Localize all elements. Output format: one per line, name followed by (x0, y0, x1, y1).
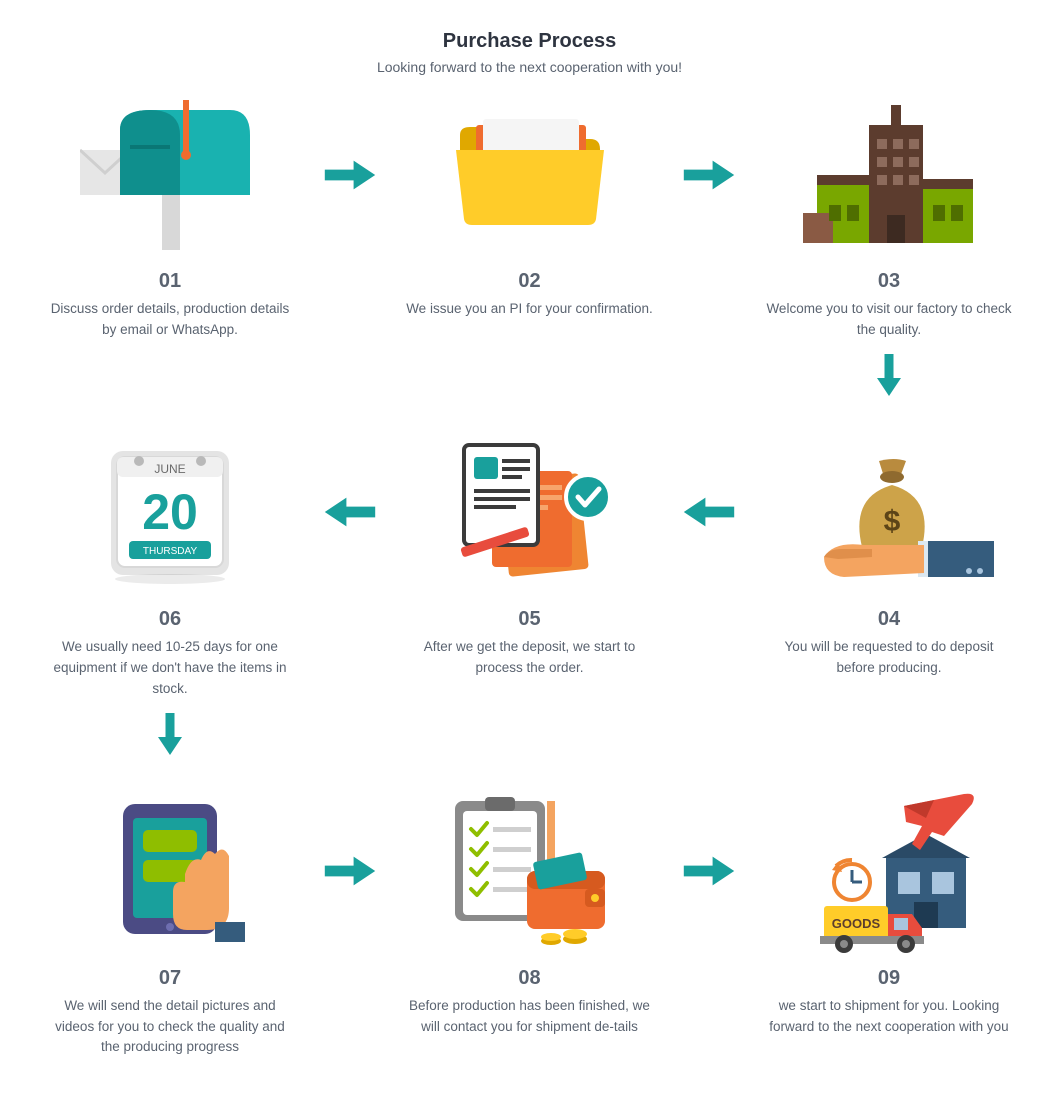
step-desc: We issue you an PI for your confirmation… (400, 299, 660, 320)
arrow-down-icon (152, 704, 188, 764)
step-number: 07 (40, 967, 300, 990)
arrow-down-icon (871, 345, 907, 405)
svg-text:20: 20 (142, 484, 198, 540)
payment-checklist-icon (435, 791, 625, 951)
step-03: 03 Welcome you to visit our factory to c… (759, 97, 1019, 341)
folder-icon (450, 115, 610, 235)
step-number: 08 (400, 967, 660, 990)
svg-text:JUNE: JUNE (154, 462, 185, 476)
arrow-right-icon (674, 97, 744, 252)
step-05: 05 After we get the deposit, we start to… (400, 435, 660, 679)
svg-text:GOODS: GOODS (832, 916, 881, 931)
step-number: 06 (40, 608, 300, 631)
svg-text:$: $ (884, 505, 901, 538)
factory-icon (799, 105, 979, 245)
page-title: Purchase Process (0, 30, 1059, 53)
arrow-right-icon (315, 794, 385, 949)
mailbox-icon (80, 100, 260, 250)
arrow-left-icon (674, 435, 744, 590)
svg-text:THURSDAY: THURSDAY (143, 546, 198, 557)
purchase-process-infographic: Purchase Process Looking forward to the … (0, 0, 1059, 1058)
step-desc: We usually need 10-25 days for one equip… (40, 637, 300, 700)
deposit-money-icon: $ (784, 437, 994, 587)
tablet-touch-icon (95, 796, 245, 946)
step-04: $ 04 You will be requested to do deposit… (759, 435, 1019, 679)
step-01: 01 Discuss order details, production det… (40, 97, 300, 341)
calendar-icon: JUNE 20 THURSDAY (95, 437, 245, 587)
step-number: 02 (400, 270, 660, 293)
step-desc: After we get the deposit, we start to pr… (400, 637, 660, 679)
step-desc: Before production has been finished, we … (400, 996, 660, 1038)
step-number: 01 (40, 270, 300, 293)
arrow-left-icon (315, 435, 385, 590)
step-07: 07 We will send the detail pictures and … (40, 794, 300, 1059)
step-desc: we start to shipment for you. Looking fo… (759, 996, 1019, 1038)
process-row-1: 01 Discuss order details, production det… (0, 97, 1059, 341)
step-desc: You will be requested to do deposit befo… (759, 637, 1019, 679)
step-06: JUNE 20 THURSDAY 06 We usually need 10-2… (40, 435, 300, 700)
vertical-connector-2 (0, 700, 1059, 764)
shipment-icon: GOODS (794, 786, 984, 956)
document-check-icon (440, 437, 620, 587)
step-desc: Welcome you to visit our factory to chec… (759, 299, 1019, 341)
step-number: 09 (759, 967, 1019, 990)
arrow-right-icon (315, 97, 385, 252)
step-number: 03 (759, 270, 1019, 293)
vertical-connector-1 (0, 341, 1059, 405)
process-grid: 01 Discuss order details, production det… (0, 97, 1059, 1058)
step-desc: Discuss order details, production detail… (40, 299, 300, 341)
step-08: 08 Before production has been finished, … (400, 794, 660, 1038)
process-row-2: JUNE 20 THURSDAY 06 We usually need 10-2… (0, 435, 1059, 700)
header: Purchase Process Looking forward to the … (0, 30, 1059, 75)
step-number: 04 (759, 608, 1019, 631)
arrow-right-icon (674, 794, 744, 949)
step-number: 05 (400, 608, 660, 631)
step-02: 02 We issue you an PI for your confirmat… (400, 97, 660, 320)
page-subtitle: Looking forward to the next cooperation … (0, 59, 1059, 75)
process-row-3: 07 We will send the detail pictures and … (0, 794, 1059, 1059)
step-desc: We will send the detail pictures and vid… (40, 996, 300, 1059)
step-09: GOODS 09 we start to shipment for you. L… (759, 794, 1019, 1038)
